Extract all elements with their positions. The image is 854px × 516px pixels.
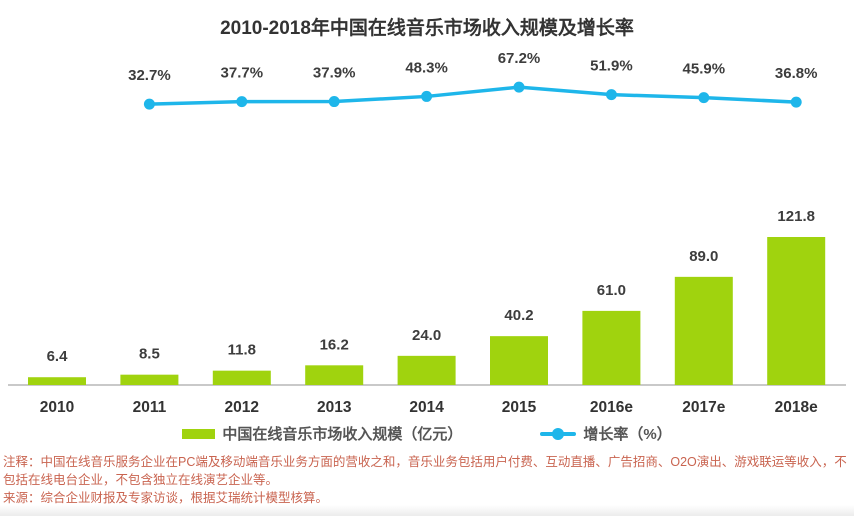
annotation-note: 注释：中国在线音乐服务企业在PC端及移动端音乐业务方面的营收之和，音乐业务包括用… bbox=[3, 455, 847, 487]
footnotes: 注释：中国在线音乐服务企业在PC端及移动端音乐业务方面的营收之和，音乐业务包括用… bbox=[3, 453, 851, 507]
x-tick-2013: 2013 bbox=[317, 399, 352, 416]
bar-2014 bbox=[397, 355, 456, 385]
x-tick-2011: 2011 bbox=[133, 399, 167, 416]
x-tick-2012: 2012 bbox=[225, 399, 259, 416]
bar-value-2014: 24.0 bbox=[412, 327, 441, 344]
bottom-edge-fade bbox=[0, 505, 854, 516]
growth-point-2011 bbox=[143, 98, 155, 110]
bar-2012 bbox=[212, 370, 271, 385]
growth-value-2016e: 51.9% bbox=[590, 58, 633, 75]
bar-value-2017e: 89.0 bbox=[689, 248, 718, 265]
line-dot-icon bbox=[552, 427, 565, 440]
growth-point-2016e bbox=[605, 89, 617, 101]
bar-2017e bbox=[674, 276, 733, 385]
bar-value-2011: 8.5 bbox=[139, 346, 160, 363]
bar-value-2012: 11.8 bbox=[228, 342, 256, 359]
x-tick-2016e: 2016e bbox=[590, 399, 633, 416]
growth-point-2015 bbox=[513, 81, 525, 93]
line-swatch-icon bbox=[540, 427, 577, 440]
x-tick-2017e: 2017e bbox=[682, 399, 725, 416]
growth-value-2015: 67.2% bbox=[498, 50, 541, 67]
legend-item-growth: 增长率（%） bbox=[540, 423, 672, 444]
growth-value-2011: 32.7% bbox=[128, 67, 171, 84]
legend-item-revenue: 中国在线音乐市场收入规模（亿元） bbox=[182, 423, 462, 444]
chart-title: 2010-2018年中国在线音乐市场收入规模及增长率 bbox=[220, 18, 634, 39]
legend-label-revenue: 中国在线音乐市场收入规模（亿元） bbox=[222, 426, 463, 443]
growth-value-2013: 37.9% bbox=[313, 65, 356, 82]
x-tick-2018e: 2018e bbox=[775, 399, 818, 416]
growth-value-2018e: 36.8% bbox=[775, 65, 818, 82]
bar-2016e bbox=[582, 310, 641, 385]
growth-rate-line bbox=[147, 85, 798, 106]
bar-2015 bbox=[490, 336, 548, 385]
bar-value-2010: 6.4 bbox=[47, 348, 69, 365]
bar-2013 bbox=[305, 365, 364, 385]
bar-2010 bbox=[28, 377, 86, 385]
chart-legend: 中国在线音乐市场收入规模（亿元） 增长率（%） bbox=[0, 423, 854, 444]
growth-point-2017e bbox=[698, 92, 710, 104]
x-tick-2010: 2010 bbox=[40, 399, 74, 416]
bar-swatch-icon bbox=[182, 428, 216, 439]
bar-value-2015: 40.2 bbox=[504, 307, 533, 324]
growth-point-2014 bbox=[421, 90, 433, 102]
growth-value-2017e: 45.9% bbox=[683, 61, 726, 78]
bar-value-2016e: 61.0 bbox=[597, 282, 626, 299]
combo-chart-plot: 6.4 2010 8.5 2011 11.8 2012 16.2 2013 24.0 2014 40… bbox=[8, 50, 846, 416]
growth-point-2012 bbox=[236, 96, 248, 108]
x-tick-2014: 2014 bbox=[409, 399, 444, 416]
legend-label-growth: 增长率（%） bbox=[583, 426, 672, 443]
source-note: 来源：综合企业财报及专家访谈，根据艾瑞统计模型核算。 bbox=[3, 491, 329, 505]
bar-value-2018e: 121.8 bbox=[777, 208, 815, 225]
bar-2011 bbox=[120, 374, 179, 385]
bar-2018e bbox=[767, 237, 826, 385]
bar-value-2013: 16.2 bbox=[320, 336, 349, 353]
growth-point-2018e bbox=[790, 96, 802, 108]
growth-point-2013 bbox=[328, 96, 340, 108]
growth-value-2012: 37.7% bbox=[221, 65, 264, 82]
growth-value-2014: 48.3% bbox=[405, 59, 448, 76]
x-tick-2015: 2015 bbox=[502, 399, 537, 416]
